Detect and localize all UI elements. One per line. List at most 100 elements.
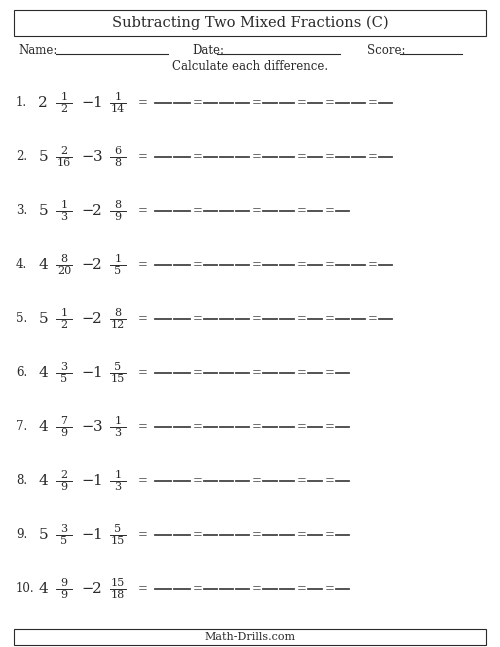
Text: 4: 4 xyxy=(38,420,48,434)
Text: =: = xyxy=(138,204,148,217)
Text: =: = xyxy=(252,151,262,164)
Text: Score:: Score: xyxy=(367,43,406,56)
Text: =: = xyxy=(325,421,335,433)
Text: 2: 2 xyxy=(92,582,102,596)
Text: =: = xyxy=(368,96,378,109)
Text: 3: 3 xyxy=(114,483,121,492)
Text: 7: 7 xyxy=(60,415,68,426)
Text: =: = xyxy=(297,259,307,272)
Text: =: = xyxy=(325,151,335,164)
Text: 8: 8 xyxy=(114,199,121,210)
Text: 3.: 3. xyxy=(16,204,27,217)
Text: =: = xyxy=(252,421,262,433)
Text: 1: 1 xyxy=(60,199,68,210)
Text: 15: 15 xyxy=(111,375,125,384)
Text: 6.: 6. xyxy=(16,366,27,380)
Text: −: − xyxy=(82,366,94,380)
Text: 1: 1 xyxy=(114,254,121,263)
Text: 16: 16 xyxy=(57,159,71,168)
Text: =: = xyxy=(252,259,262,272)
Text: =: = xyxy=(325,529,335,542)
Bar xyxy=(14,10,486,36)
Text: =: = xyxy=(297,366,307,380)
Text: 2: 2 xyxy=(38,96,48,110)
Text: 5: 5 xyxy=(38,312,48,326)
Text: =: = xyxy=(193,313,203,325)
Text: =: = xyxy=(138,366,148,380)
Text: 5: 5 xyxy=(114,523,121,534)
Text: Date:: Date: xyxy=(192,43,224,56)
Text: =: = xyxy=(138,151,148,164)
Text: 1: 1 xyxy=(92,474,102,488)
Text: 3: 3 xyxy=(92,420,102,434)
Text: =: = xyxy=(252,582,262,595)
Text: 1: 1 xyxy=(114,91,121,102)
Text: −: − xyxy=(82,96,94,110)
Text: 1.: 1. xyxy=(16,96,27,109)
Text: =: = xyxy=(252,366,262,380)
Text: −: − xyxy=(82,258,94,272)
Text: =: = xyxy=(325,313,335,325)
Text: 5: 5 xyxy=(114,267,121,276)
Text: −: − xyxy=(82,474,94,488)
Text: 4.: 4. xyxy=(16,259,27,272)
Text: 5: 5 xyxy=(114,362,121,371)
Text: 2: 2 xyxy=(92,258,102,272)
Text: 3: 3 xyxy=(60,362,68,371)
Text: =: = xyxy=(252,204,262,217)
Text: 20: 20 xyxy=(57,267,71,276)
Text: 5: 5 xyxy=(38,150,48,164)
Text: −: − xyxy=(82,528,94,542)
Text: 2: 2 xyxy=(92,312,102,326)
Text: 9.: 9. xyxy=(16,529,27,542)
Text: =: = xyxy=(138,474,148,487)
Text: =: = xyxy=(193,96,203,109)
Text: 9: 9 xyxy=(60,428,68,439)
Text: =: = xyxy=(252,529,262,542)
Text: 3: 3 xyxy=(60,523,68,534)
Text: 8: 8 xyxy=(114,159,121,168)
Text: 5: 5 xyxy=(60,536,68,547)
Bar xyxy=(14,629,486,645)
Text: 15: 15 xyxy=(111,536,125,547)
Text: 2: 2 xyxy=(60,105,68,115)
Text: =: = xyxy=(193,366,203,380)
Text: −: − xyxy=(82,582,94,596)
Text: =: = xyxy=(252,313,262,325)
Text: 1: 1 xyxy=(92,96,102,110)
Text: −: − xyxy=(82,150,94,164)
Text: 4: 4 xyxy=(38,582,48,596)
Text: −: − xyxy=(82,312,94,326)
Text: =: = xyxy=(368,259,378,272)
Text: 2: 2 xyxy=(60,146,68,155)
Text: 3: 3 xyxy=(92,150,102,164)
Text: =: = xyxy=(138,313,148,325)
Text: 2: 2 xyxy=(92,204,102,218)
Text: =: = xyxy=(297,204,307,217)
Text: =: = xyxy=(325,582,335,595)
Text: 8.: 8. xyxy=(16,474,27,487)
Text: =: = xyxy=(325,204,335,217)
Text: 9: 9 xyxy=(60,483,68,492)
Text: 9: 9 xyxy=(60,578,68,587)
Text: =: = xyxy=(368,151,378,164)
Text: =: = xyxy=(252,96,262,109)
Text: Subtracting Two Mixed Fractions (C): Subtracting Two Mixed Fractions (C) xyxy=(112,16,388,30)
Text: 5.: 5. xyxy=(16,313,27,325)
Text: 1: 1 xyxy=(114,470,121,479)
Text: =: = xyxy=(138,259,148,272)
Text: =: = xyxy=(325,474,335,487)
Text: 3: 3 xyxy=(60,212,68,223)
Text: 4: 4 xyxy=(38,366,48,380)
Text: Calculate each difference.: Calculate each difference. xyxy=(172,60,328,72)
Text: =: = xyxy=(138,582,148,595)
Text: =: = xyxy=(297,151,307,164)
Text: =: = xyxy=(252,474,262,487)
Text: =: = xyxy=(325,366,335,380)
Text: 1: 1 xyxy=(60,91,68,102)
Text: 2: 2 xyxy=(60,320,68,331)
Text: =: = xyxy=(193,151,203,164)
Text: 1: 1 xyxy=(60,307,68,318)
Text: =: = xyxy=(193,259,203,272)
Text: 14: 14 xyxy=(111,105,125,115)
